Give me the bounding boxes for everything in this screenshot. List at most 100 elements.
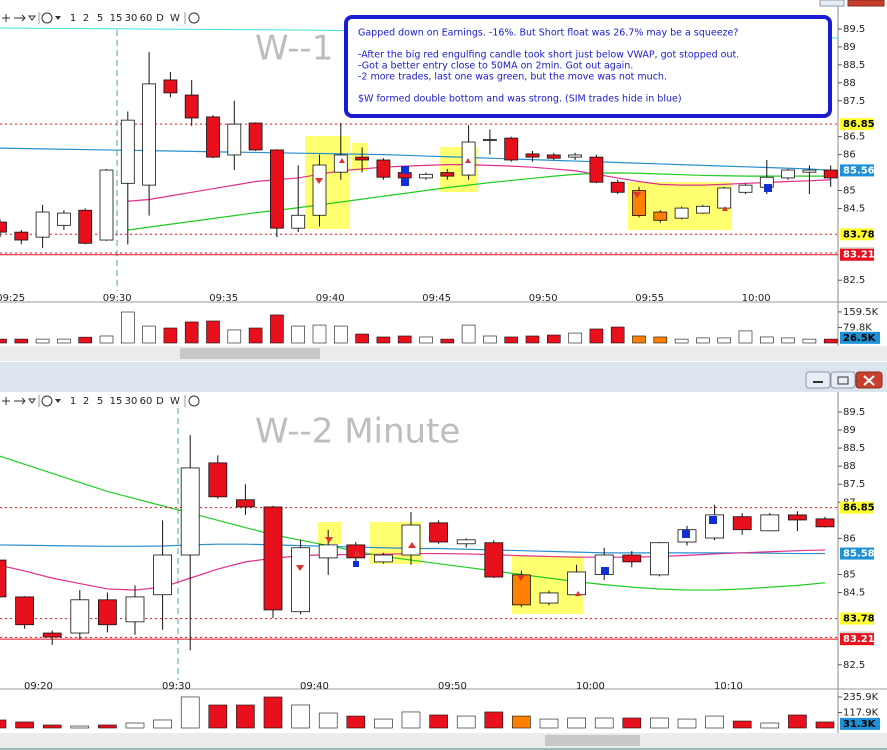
volume-pane	[0, 696, 835, 729]
close-icon[interactable]	[188, 12, 200, 24]
interval-button[interactable]: D	[156, 13, 164, 24]
candle-body	[14, 231, 29, 241]
candle-body	[333, 154, 348, 173]
marker	[601, 567, 609, 575]
annotation-text: -2 more trades, last one was green, but …	[358, 72, 667, 83]
interval-button[interactable]: 1	[70, 13, 76, 24]
volume-bar	[512, 715, 531, 729]
candle-body	[120, 119, 135, 184]
minimize-button[interactable]	[805, 371, 831, 389]
interval-button[interactable]: 30	[125, 396, 138, 407]
interval-button[interactable]: 5	[97, 13, 103, 24]
interval-button[interactable]: 1	[70, 396, 76, 407]
x-tick-label: 09:20	[24, 681, 53, 692]
candle-body	[35, 211, 50, 238]
volume-bar	[705, 715, 724, 729]
scrollbar[interactable]	[0, 346, 887, 361]
volume-bar	[594, 717, 614, 729]
interval-button[interactable]: W	[170, 396, 180, 407]
candle-body	[180, 467, 200, 556]
maximize-button[interactable]	[830, 371, 856, 389]
candle-body	[235, 499, 255, 508]
dropdown-icon[interactable]	[55, 399, 61, 403]
scrollbar[interactable]	[0, 733, 887, 748]
y-tick-label: 88	[843, 78, 856, 89]
marker	[682, 530, 690, 538]
price-flag-label: 83.78	[843, 614, 875, 625]
candle-body	[98, 599, 117, 626]
volume-bar	[546, 334, 561, 344]
candle-body	[125, 596, 145, 623]
close-button[interactable]	[847, 0, 885, 7]
price-flag	[840, 547, 874, 560]
minimize-button[interactable]	[819, 0, 845, 7]
marker	[709, 516, 717, 524]
y-tick-label: 86	[843, 533, 856, 544]
interval-button[interactable]: 15	[110, 396, 123, 407]
interval-button[interactable]: D	[156, 396, 164, 407]
interval-button[interactable]: 60	[140, 396, 153, 407]
ma-line	[127, 172, 831, 231]
candle-body	[163, 79, 178, 94]
volume-bar	[346, 715, 366, 729]
clock-icon[interactable]	[41, 395, 53, 407]
candle-body	[206, 116, 220, 158]
marker	[401, 178, 409, 186]
trade-markers	[296, 158, 772, 596]
volume-bar	[291, 704, 310, 729]
interval-button[interactable]: W	[170, 13, 180, 24]
candle-body	[142, 83, 157, 186]
x-tick-label: 09:30	[103, 293, 132, 304]
y-tick-label: 84.5	[843, 588, 865, 599]
volume-bar	[461, 324, 476, 344]
volume-bar	[236, 704, 255, 729]
interval-button[interactable]: 5	[97, 396, 103, 407]
candle-body	[696, 205, 710, 214]
y-tick-label: 89.5	[843, 407, 865, 418]
price-flag	[840, 228, 874, 241]
volume-bar	[504, 336, 519, 344]
interval-button[interactable]: 2	[83, 13, 89, 24]
window-titlebar	[0, 362, 887, 392]
volume-bar	[14, 338, 29, 344]
interval-button[interactable]: 60	[140, 13, 153, 24]
candle-body	[373, 554, 393, 563]
volume-bar	[653, 336, 668, 344]
candle-body	[263, 506, 283, 611]
x-tick-label: 09:40	[316, 293, 345, 304]
close-icon[interactable]	[188, 395, 200, 407]
candle-body	[504, 137, 519, 161]
volume-tick-label: 159.5K	[843, 307, 879, 318]
interval-button[interactable]: 2	[83, 396, 89, 407]
x-tick-label: 09:50	[529, 293, 558, 304]
annotation-text: Gapped down on Earnings. -16%. But Short…	[358, 28, 738, 39]
interval-button[interactable]: 30	[125, 13, 138, 24]
volume-bar	[15, 721, 34, 729]
volume-bar	[440, 338, 455, 344]
tool-icon[interactable]	[2, 14, 36, 22]
interval-button[interactable]: 15	[110, 13, 123, 24]
volume-bar	[99, 335, 114, 344]
watermark-title: W--2 Minute	[255, 412, 460, 452]
toolbars: 1 2 5 15 30 60 D W1 2 5 15 30 60 D W	[2, 12, 200, 407]
volume-bar	[732, 720, 752, 729]
dropdown-icon[interactable]	[55, 16, 61, 20]
candle-body	[525, 153, 540, 158]
volume-bar	[788, 714, 807, 729]
volume-bar	[589, 328, 604, 344]
volume-bar	[227, 329, 242, 344]
volume-bar	[650, 717, 669, 729]
candle-body	[248, 122, 263, 151]
scroll-thumb[interactable]	[545, 735, 640, 746]
tool-icon[interactable]	[2, 397, 36, 405]
candle-body	[738, 184, 753, 193]
volume-bar	[483, 335, 497, 344]
volume-bar	[429, 714, 448, 729]
scroll-thumb[interactable]	[180, 348, 320, 359]
clock-icon[interactable]	[41, 12, 53, 24]
y-tick-label: 88.5	[843, 443, 865, 454]
candle-body	[291, 214, 306, 229]
volume-bar	[484, 711, 504, 729]
volume-flag-label: 31.3K	[843, 719, 877, 730]
candle-body	[461, 141, 476, 176]
